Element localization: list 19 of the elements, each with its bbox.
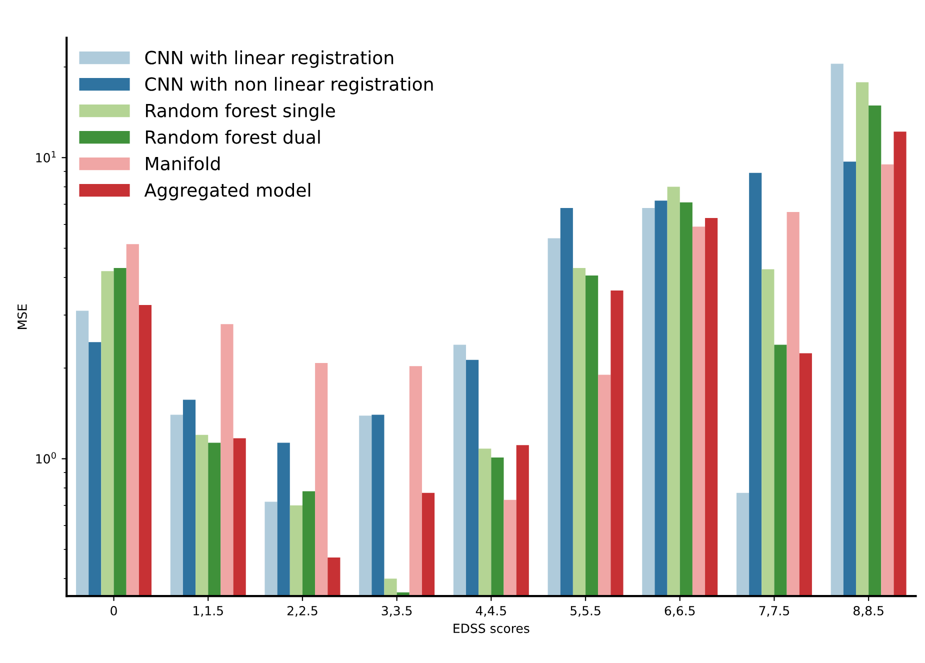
legend-label: Random forest single: [146, 103, 335, 121]
x-tick-label: 8,8.5: [854, 606, 884, 617]
x-axis-title: EDSS scores: [454, 624, 530, 634]
y-tick-label: 10$^{0}$: [36, 452, 56, 464]
legend-label: Random forest dual: [146, 130, 320, 144]
x-tick-label: 2,2.5: [287, 606, 318, 617]
x-tick-label: 5,5.5: [570, 606, 600, 617]
legend-label: Aggregated model: [144, 182, 310, 200]
legend-label: Manifold: [146, 156, 220, 170]
y-tick-label: 10$^{1}$: [36, 151, 56, 162]
x-tick-label: 4,4.5: [476, 606, 506, 617]
legend-label: CNN with linear registration: [145, 50, 394, 68]
x-tick-label: 3,3.5: [382, 606, 412, 617]
x-tick-label: 0: [110, 606, 117, 616]
x-tick-label: 6,6.5: [664, 606, 695, 617]
x-tick-label: 1,1.5: [194, 606, 223, 617]
y-axis-title: MSE: [17, 304, 27, 329]
legend-label: CNN with non linear registration: [145, 76, 433, 94]
x-tick-label: 7,7.5: [759, 606, 790, 617]
